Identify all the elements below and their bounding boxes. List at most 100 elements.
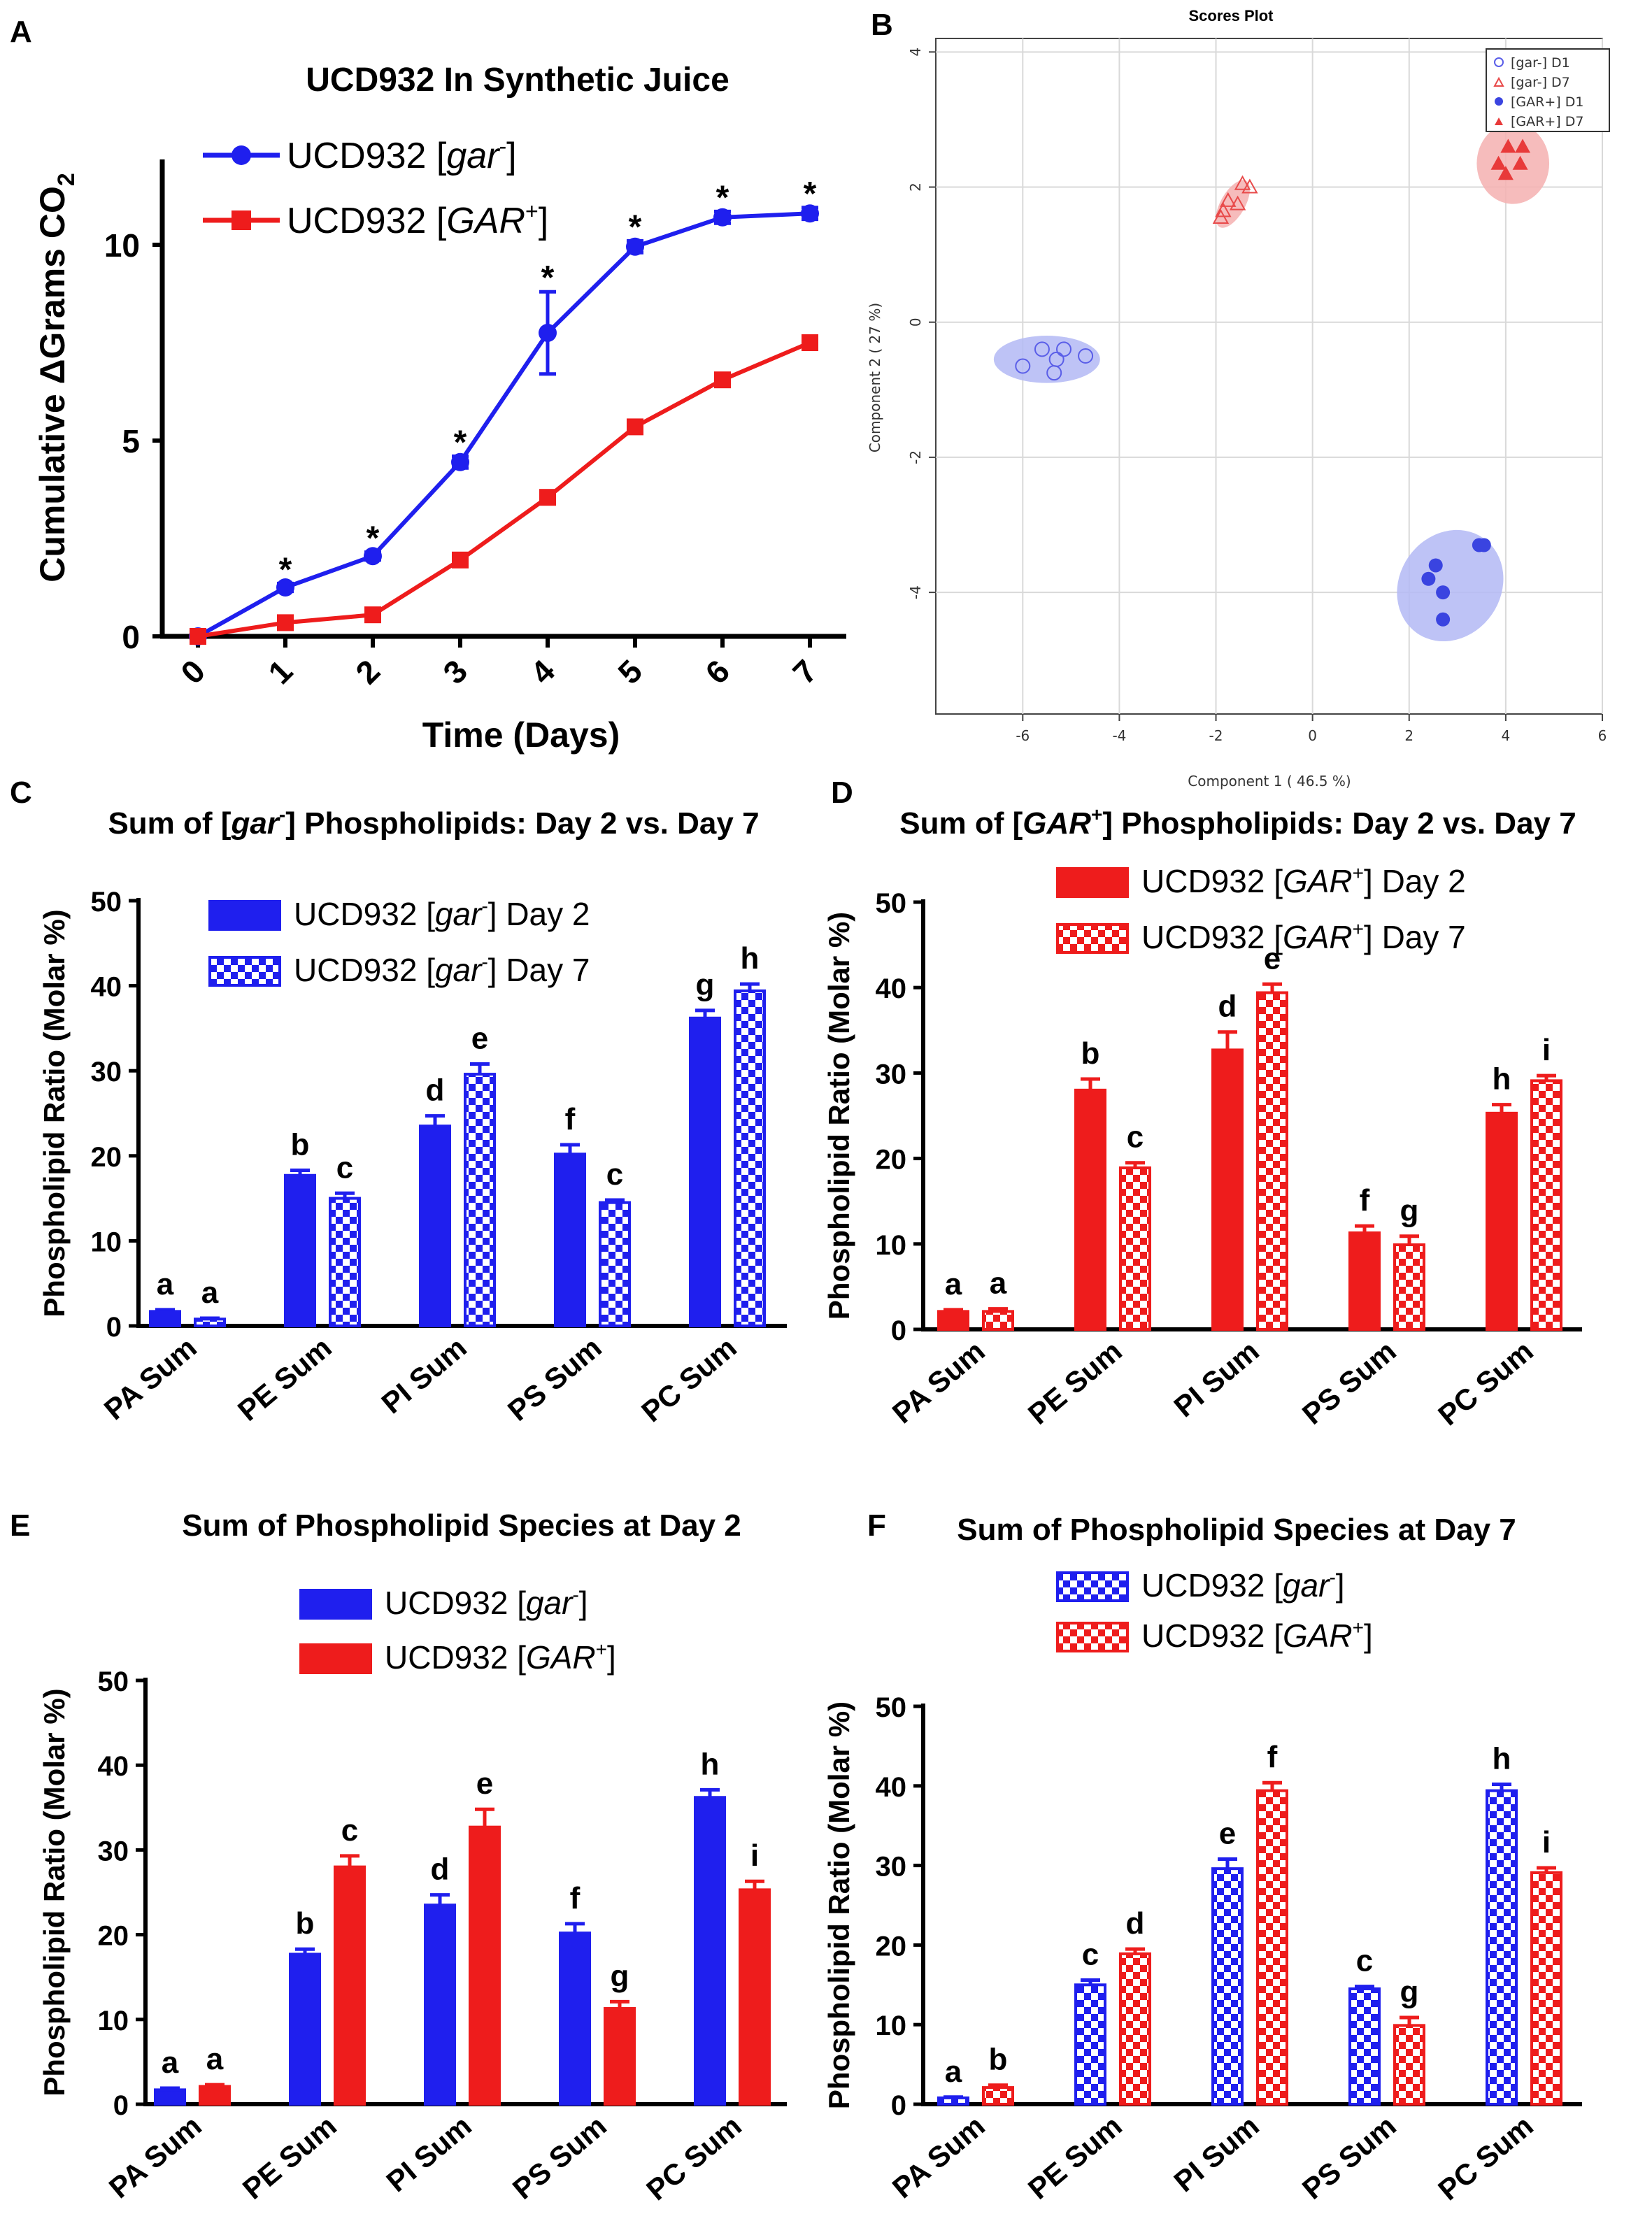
a-point	[451, 452, 469, 471]
legend-part-italic: gar	[526, 1585, 574, 1621]
b-y-tick-label: 4	[907, 48, 924, 57]
b-point	[1241, 178, 1258, 194]
a-point	[802, 334, 818, 351]
legend-part-italic: GAR	[1283, 863, 1353, 899]
legend-part: UCD932 [	[1141, 863, 1283, 899]
legend-part-sup: +	[1353, 918, 1364, 940]
b-legend-2: [GAR+] D1	[1511, 94, 1583, 110]
bar	[194, 1317, 226, 1327]
bar-y-tick-label: 30	[876, 1059, 907, 1090]
a-series-line	[197, 211, 811, 638]
panel-f-bar-chart: Sum of Phospholipid Species at Day 7 0 10 2…	[823, 1513, 1582, 2206]
bar	[937, 2096, 969, 2106]
bar-legend-swatch	[1056, 1571, 1129, 1602]
a-x-tick-label: 1	[261, 652, 299, 691]
bar-y-tick-label: 20	[98, 1921, 129, 1952]
bar-group-letter: c	[1356, 1944, 1373, 1978]
b-y-tick-label: 0	[907, 317, 924, 327]
panel-b-y-title: Component 2 ( 27 %)	[867, 303, 883, 452]
a-significance-star: *	[716, 179, 729, 216]
bar-category-label: PI Sum	[1168, 1334, 1265, 1424]
bar-panel-title: Sum of Phospholipid Species at Day 2	[182, 1508, 741, 1543]
bar-group-letter: g	[611, 1959, 629, 1993]
b-point	[1436, 612, 1451, 627]
b-y-tick-label: -2	[907, 450, 924, 464]
legend-part: UCD932 [	[294, 952, 435, 988]
bar-y-title: Phospholipid Ratio (Molar %)	[823, 1701, 855, 2109]
legend-part-sup: +	[596, 1638, 607, 1660]
bar-group-letter: a	[201, 1276, 219, 1310]
b-point	[1034, 341, 1050, 357]
bar	[982, 2086, 1014, 2106]
bar	[329, 1197, 361, 1327]
panel-label-d: D	[831, 776, 853, 810]
legend-part-italic: GAR	[526, 1639, 596, 1676]
bar-y-tick-label: 20	[91, 1142, 122, 1173]
b-confidence-ellipse	[1476, 122, 1550, 204]
title-part: ] Phospholipids: Day 2 vs. Day 7	[285, 806, 759, 841]
bar-group-letter: a	[162, 2045, 179, 2080]
a-x-tick-label: 2	[348, 652, 387, 691]
bar-legend-swatch	[208, 956, 281, 987]
bar-category-label: PE Sum	[236, 2109, 343, 2206]
bar	[419, 1124, 451, 1327]
legend-part-italic: GAR	[1283, 1618, 1353, 1654]
legend-filled-circle-icon	[1495, 97, 1503, 106]
legend-part: UCD932 [	[1141, 1618, 1283, 1654]
bar-group-letter: i	[1542, 1033, 1551, 1067]
b-confidence-ellipse	[993, 336, 1100, 383]
legend-part: ]	[579, 1585, 588, 1621]
legend-part-italic: GAR	[1283, 919, 1353, 955]
bar-category-label: PA Sum	[98, 1331, 203, 1427]
bar-legend-swatch	[299, 1589, 372, 1620]
bar-group-letter: h	[701, 1747, 720, 1781]
bar-group-letter: e	[1219, 1816, 1236, 1850]
legend-part: ] Day 7	[1364, 919, 1466, 955]
bar-group-letter: g	[1400, 1975, 1419, 2009]
b-point	[1490, 155, 1507, 170]
title-part: Sum of [	[899, 806, 1023, 841]
a-point	[276, 578, 294, 597]
a-point	[801, 204, 819, 223]
bar-category-label: PS Sum	[501, 1331, 608, 1427]
legend-part-italic: gar	[435, 896, 483, 932]
bar-group-letter: a	[206, 2042, 224, 2076]
legend-part-sup: +	[1353, 1617, 1364, 1638]
b-x-tick-label: -6	[1016, 727, 1030, 744]
bar-category-label: PA Sum	[886, 2109, 991, 2205]
panel-label-f: F	[867, 1508, 886, 1543]
legend-part-sup: -	[572, 1584, 578, 1606]
legend-part: ]	[1364, 1618, 1373, 1654]
legend-marker-gar-plus	[232, 210, 251, 230]
legend-part: ] Day 2	[488, 896, 590, 932]
panel-e-bar-chart: Sum of Phospholipid Species at Day 2 0 10 2…	[38, 1508, 787, 2206]
panel-a-title: UCD932 In Synthetic Juice	[306, 62, 729, 99]
bar-group-letter: a	[945, 2055, 962, 2089]
bar-legend-label: UCD932 [gar-] Day 7	[294, 951, 590, 988]
b-point	[1078, 348, 1094, 364]
a-x-tick-label: 3	[436, 652, 474, 691]
legend-part: ]	[1336, 1567, 1345, 1604]
bar-category-label: PE Sum	[1022, 1334, 1128, 1431]
bar	[334, 1865, 366, 2106]
legend-filled-triangle-icon	[1495, 117, 1503, 125]
bar-group-letter: b	[1081, 1036, 1100, 1071]
bar-y-tick-label: 50	[876, 1692, 907, 1723]
bar-category-label: PS Sum	[506, 2109, 613, 2206]
bar	[559, 1931, 591, 2106]
bar-y-title: Phospholipid Ratio (Molar %)	[823, 912, 855, 1320]
b-x-tick-label: 0	[1308, 727, 1317, 744]
bar-y-tick-label: 10	[98, 2006, 129, 2036]
bar-y-title: Phospholipid Ratio (Molar %)	[38, 909, 71, 1317]
bar	[1074, 1983, 1106, 2106]
bar	[937, 1310, 969, 1331]
a-point	[364, 547, 382, 566]
a-x-tick-label: 4	[523, 652, 562, 691]
bar	[734, 989, 766, 1327]
bar-group-letter: d	[431, 1852, 450, 1887]
bar-legend-swatch	[299, 1643, 372, 1674]
panel-c-bar-chart: Sum of [gar-] Phospholipids: Day 2 vs. D…	[38, 804, 787, 1428]
bar-group-letter: d	[426, 1073, 445, 1108]
bar-legend-label: UCD932 [GAR+]	[385, 1638, 616, 1676]
